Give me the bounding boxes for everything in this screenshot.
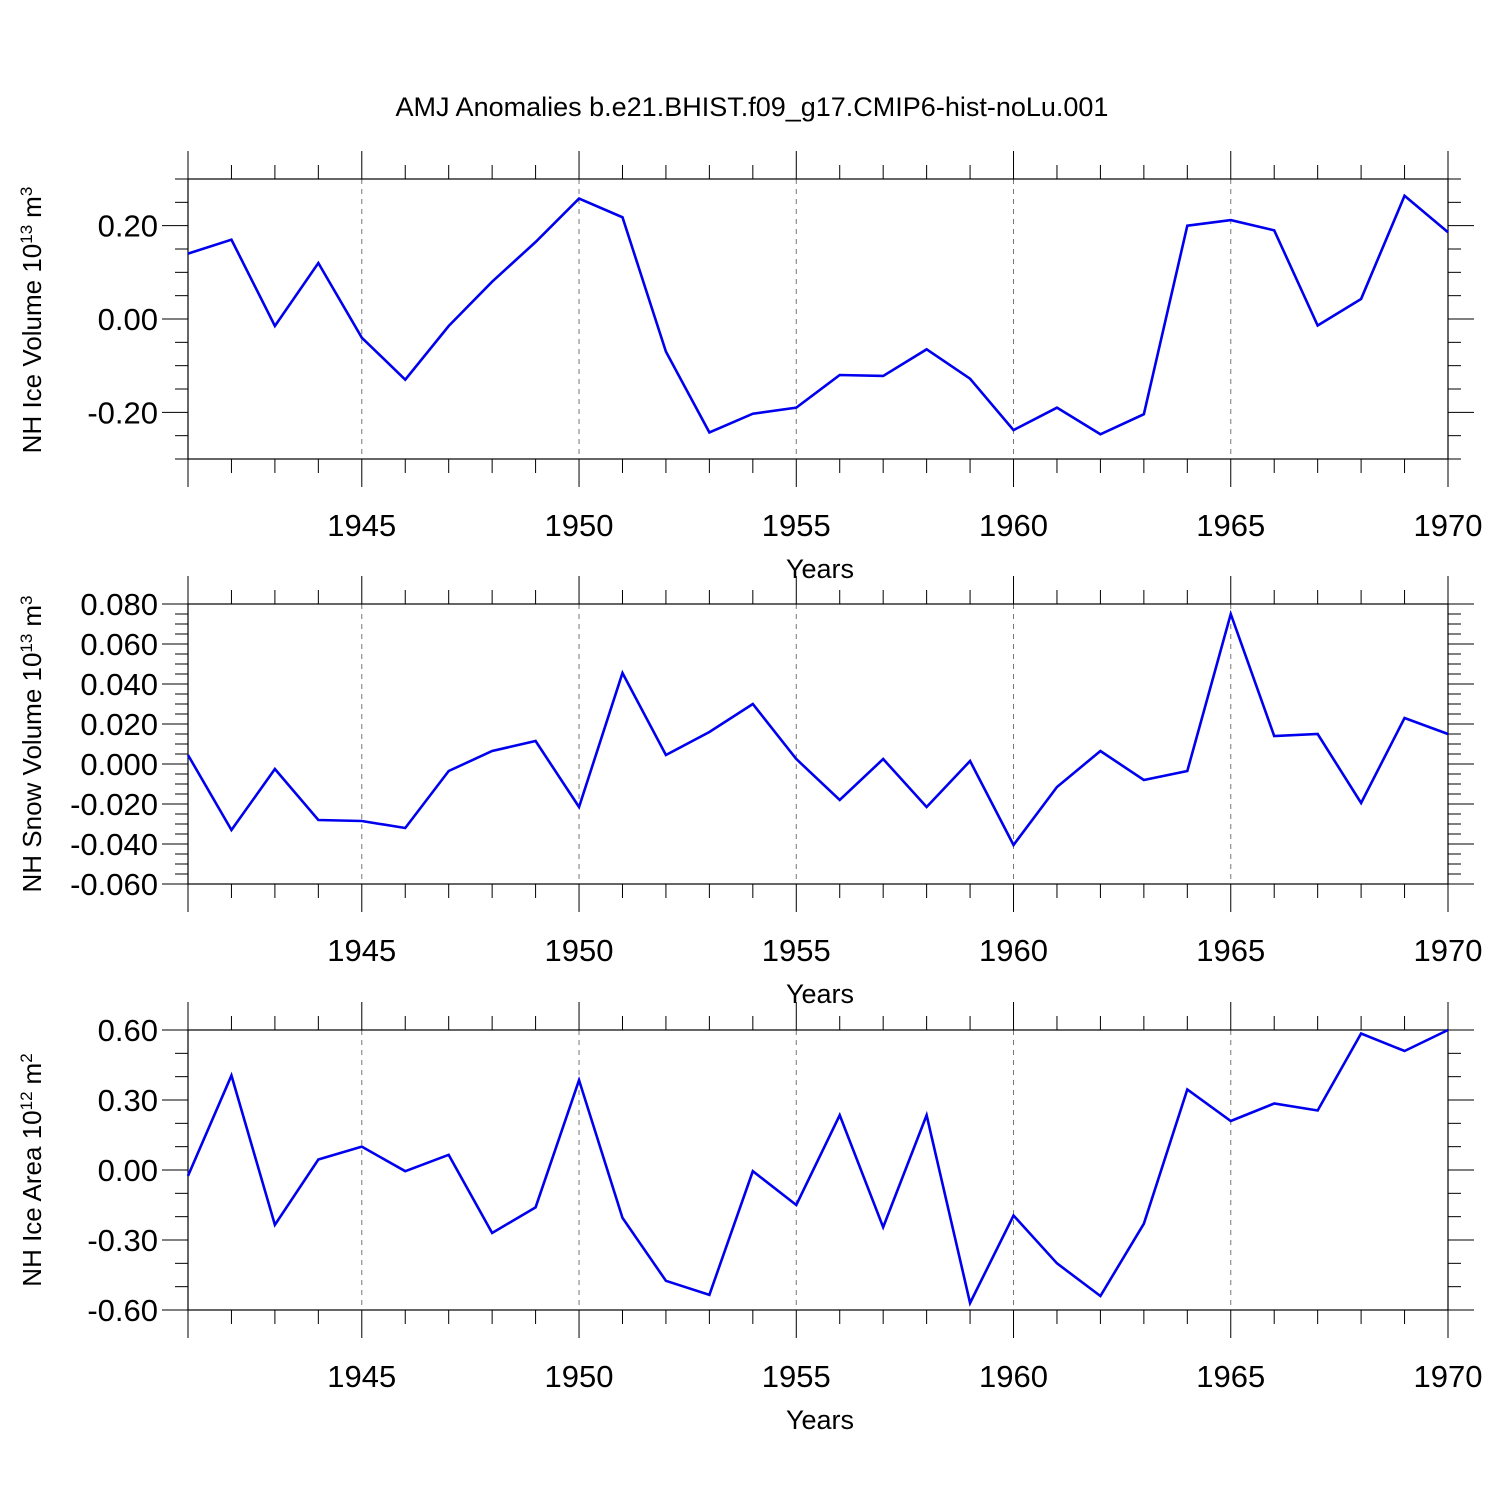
- panel-3: -0.60 -0.30 0.00 0.30 0.60 1945 1950 1955 1960 19…: [17, 1002, 1483, 1435]
- panel-1-ylabel-unit: m: [17, 196, 47, 218]
- panel-2-xtick-label-1960: 1960: [979, 933, 1048, 968]
- panel-1-ytick-label: 0.20: [98, 209, 158, 244]
- panel-2-series-line: [186, 609, 1449, 848]
- panel-2-ylabel: NH Snow Volume 1013 m3: [17, 596, 48, 893]
- panel-1-xtick-label-1955: 1955: [762, 508, 831, 543]
- panel-2-ytick-label: -0.020: [70, 787, 158, 822]
- panel-3-ylabel-main: NH Ice Area 10: [17, 1110, 47, 1286]
- panel-1-xtick-label-1950: 1950: [545, 508, 614, 543]
- panel-3-ytick-label: 0.00: [98, 1153, 158, 1188]
- panel-1-xtick-label-1970: 1970: [1414, 508, 1483, 543]
- panel-2-ytick-label: -0.040: [70, 827, 158, 862]
- panel-1-ytick-label: -0.20: [87, 395, 158, 430]
- panel-2-ylabel-main: NH Snow Volume 10: [17, 653, 47, 893]
- panel-2-ylabel-unit-exp: 3: [17, 596, 36, 605]
- panel-2-xtick-label-1950: 1950: [545, 933, 614, 968]
- panel-1-ylabel: NH Ice Volume 1013 m3: [17, 187, 48, 454]
- panel-3-xtick-label-1960: 1960: [979, 1359, 1048, 1394]
- panel-3-ylabel: NH Ice Area 1012 m2: [17, 1053, 48, 1286]
- panel-1-ytick-label: 0.00: [98, 302, 158, 337]
- panel-3-ytick-label: -0.60: [87, 1293, 158, 1328]
- panel-1-xtick-label-1965: 1965: [1196, 508, 1265, 543]
- figure-title: AMJ Anomalies b.e21.BHIST.f09_g17.CMIP6-…: [396, 92, 1109, 122]
- panel-1-xtick-label-1960: 1960: [979, 508, 1048, 543]
- panel-3-xtick-label-1945: 1945: [327, 1359, 396, 1394]
- panel-3-xtick-label-1950: 1950: [545, 1359, 614, 1394]
- panel-1-ylabel-unit-exp: 3: [17, 187, 36, 196]
- panel-1-ylabel-main: NH Ice Volume 10: [17, 244, 47, 454]
- panel-2-ytick-label: 0.040: [80, 667, 158, 702]
- panel-1-series-line: [187, 193, 1449, 436]
- panel-2-ytick-label: 0.000: [80, 747, 158, 782]
- panel-3-xtick-label-1955: 1955: [762, 1359, 831, 1394]
- panel-3-ylabel-exp: 12: [17, 1091, 36, 1110]
- panel-3-xtick-label-1965: 1965: [1196, 1359, 1265, 1394]
- panel-3-xtick-label-1970: 1970: [1414, 1359, 1483, 1394]
- panel-3-ytick-label: 0.30: [98, 1083, 158, 1118]
- panel-3-series-line: [186, 1028, 1449, 1307]
- panel-2-xtick-label-1945: 1945: [327, 933, 396, 968]
- panel-2-ytick-label: 0.080: [80, 587, 158, 622]
- panel-2-xtick-label-1970: 1970: [1414, 933, 1483, 968]
- panel-2-ylabel-unit: m: [17, 605, 47, 627]
- panel-3-ylabel-unit: m: [17, 1063, 47, 1085]
- panel-2-ytick-label: 0.060: [80, 627, 158, 662]
- panel-3-ytick-label: 0.60: [98, 1013, 158, 1048]
- panel-3-xlabel: Years: [786, 1405, 854, 1435]
- panel-2: -0.060 -0.040 -0.020 0.000 0.020 0.040 0.060 0.…: [17, 576, 1483, 1009]
- panels: -0.20 0.00 0.20 1945 1950 1955 1960 1965 1970 Yea…: [17, 151, 1483, 1435]
- panel-3-ytick-label: -0.30: [87, 1223, 158, 1258]
- panel-2-xtick-label-1955: 1955: [762, 933, 831, 968]
- panel-2-ytick-label: 0.020: [80, 707, 158, 742]
- panel-3-ylabel-unit-exp: 2: [17, 1053, 36, 1062]
- panel-1-ylabel-exp: 13: [17, 225, 36, 244]
- panel-1: -0.20 0.00 0.20 1945 1950 1955 1960 1965 1970 Yea…: [17, 151, 1483, 584]
- panel-2-xlabel: Years: [786, 979, 854, 1009]
- panel-2-xtick-label-1965: 1965: [1196, 933, 1265, 968]
- panel-2-ylabel-exp: 13: [17, 634, 36, 653]
- panel-1-xtick-label-1945: 1945: [327, 508, 396, 543]
- panel-1-xlabel: Years: [786, 554, 854, 584]
- panel-2-ytick-label: -0.060: [70, 867, 158, 902]
